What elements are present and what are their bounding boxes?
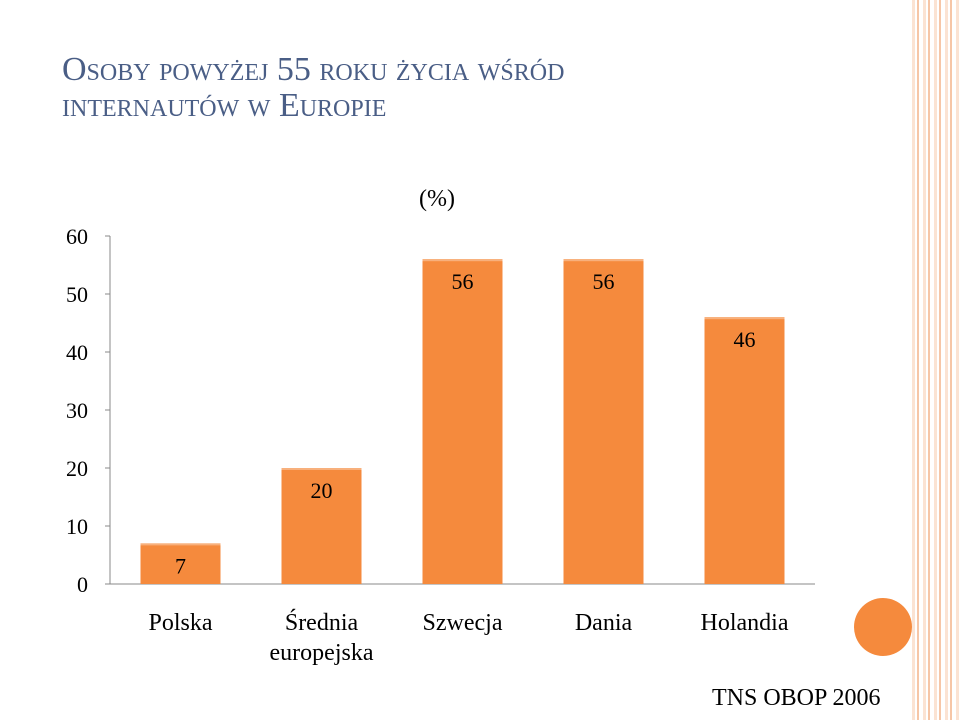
slide-title-line-1: Osoby powyżej 55 roku życia wśród [62, 51, 565, 88]
bar-top-highlight [422, 259, 503, 262]
bar [281, 468, 362, 584]
bar-top-highlight [281, 468, 362, 470]
bar [422, 259, 503, 584]
data-label: 56 [452, 269, 474, 294]
y-tick-label: 30 [66, 398, 88, 423]
x-tick-label: Średnia [285, 609, 359, 636]
decorative-circle [854, 598, 912, 656]
chart-title: (%) [419, 186, 455, 212]
bar-top-highlight [704, 317, 785, 320]
y-tick-label: 10 [66, 514, 88, 539]
bar-top-highlight [140, 543, 221, 546]
y-tick-label: 20 [66, 456, 88, 481]
data-label: 46 [734, 327, 756, 352]
source-label: TNS OBOP 2006 [712, 685, 881, 711]
slide-title-line-2: internautów w Europie [62, 87, 387, 124]
bar [563, 259, 644, 584]
x-tick-label: Dania [575, 610, 633, 636]
bar-top-highlight [563, 259, 644, 262]
x-tick-label: Polska [148, 610, 212, 636]
data-label: 56 [593, 269, 615, 294]
y-tick-label: 40 [66, 340, 88, 365]
decorative-stripes [912, 0, 960, 720]
data-label: 7 [175, 553, 186, 578]
data-label: 20 [311, 478, 333, 503]
bar [704, 317, 785, 584]
y-tick-label: 60 [66, 224, 88, 249]
bar [140, 543, 221, 584]
y-tick-label: 0 [77, 572, 88, 597]
slide-title: Osoby powyżej 55 roku życia wśród intern… [62, 52, 842, 124]
y-tick-label: 50 [66, 282, 88, 307]
x-tick-label: Szwecja [423, 610, 503, 636]
x-tick-label: europejska [270, 640, 374, 666]
x-tick-label: Holandia [701, 610, 789, 636]
